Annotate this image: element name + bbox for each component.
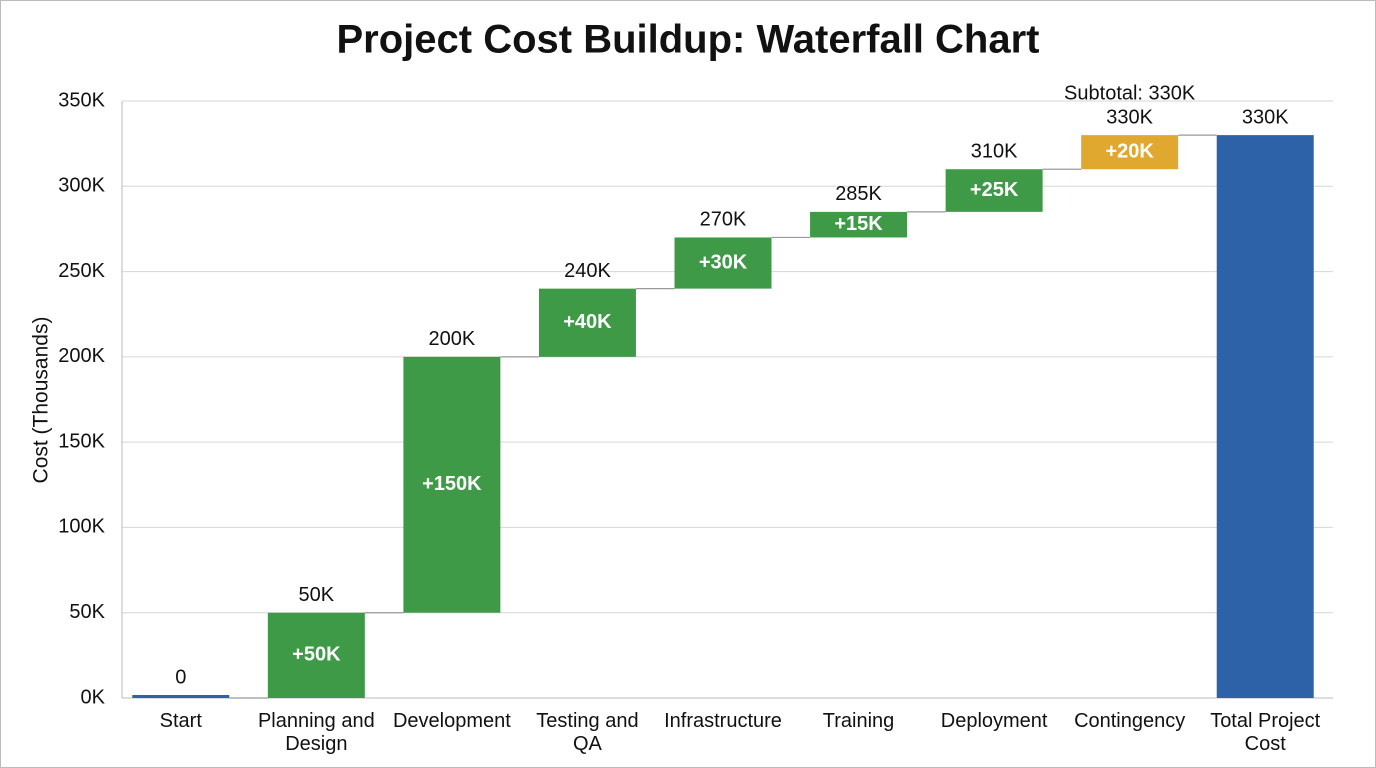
value-label: +30K bbox=[699, 251, 748, 273]
bar bbox=[1216, 135, 1314, 699]
value-label: +150K bbox=[422, 473, 482, 495]
bar bbox=[1081, 135, 1179, 170]
total-label: 310K bbox=[971, 141, 1018, 163]
value-label: +20K bbox=[1105, 140, 1154, 162]
annotation: Subtotal: 330K bbox=[1064, 82, 1196, 104]
x-tick-label: Testing and QA bbox=[536, 710, 639, 755]
chart-title: Project Cost Buildup: Waterfall Chart bbox=[336, 18, 1039, 62]
x-tick-label: Start bbox=[159, 710, 202, 732]
bar bbox=[810, 211, 908, 238]
y-axis-label: Cost (Thousands) bbox=[30, 317, 53, 484]
x-tick-label: Development bbox=[392, 710, 511, 732]
total-label: 0 bbox=[175, 666, 186, 688]
x-tick-label: Total Project Cost bbox=[1210, 710, 1321, 755]
bar bbox=[674, 237, 772, 289]
y-tick-label: 250K bbox=[58, 260, 105, 282]
x-tick-label: Training bbox=[822, 710, 895, 732]
bar bbox=[945, 169, 1043, 212]
bar bbox=[538, 288, 636, 357]
x-tick-label: Contingency bbox=[1074, 710, 1186, 732]
total-label: 270K bbox=[700, 209, 747, 231]
total-label: 200K bbox=[429, 328, 476, 350]
total-label: 50K bbox=[299, 584, 335, 606]
x-tick-label: Infrastructure bbox=[664, 710, 782, 732]
x-tick-label: Deployment bbox=[940, 710, 1048, 732]
y-tick-label: 150K bbox=[58, 430, 105, 452]
total-label: 240K bbox=[564, 260, 611, 282]
value-label: +25K bbox=[970, 179, 1019, 201]
y-tick-label: 300K bbox=[58, 175, 105, 197]
x-tick-label: Planning and Design bbox=[257, 710, 375, 755]
value-label: +50K bbox=[292, 644, 341, 666]
y-tick-label: 350K bbox=[58, 89, 105, 111]
total-label: 285K bbox=[835, 183, 882, 205]
total-label: 330K bbox=[1106, 106, 1153, 128]
value-label: +40K bbox=[563, 311, 612, 333]
bar bbox=[403, 356, 501, 613]
total-label: 330K bbox=[1242, 106, 1289, 128]
y-tick-label: 50K bbox=[69, 601, 105, 623]
y-tick-label: 100K bbox=[58, 516, 105, 538]
value-label: +15K bbox=[834, 213, 883, 235]
bar bbox=[267, 612, 365, 698]
y-tick-label: 0K bbox=[81, 686, 106, 708]
bar bbox=[132, 695, 230, 698]
y-tick-label: 200K bbox=[58, 345, 105, 367]
